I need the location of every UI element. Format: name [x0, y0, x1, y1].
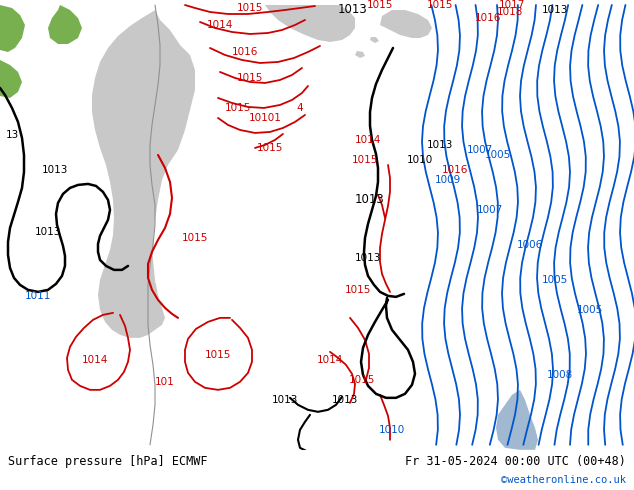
Text: 1015: 1015 [427, 0, 453, 10]
Text: 1009: 1009 [435, 175, 461, 185]
Text: 1006: 1006 [517, 240, 543, 250]
Text: 1016: 1016 [442, 165, 468, 175]
Polygon shape [370, 37, 379, 43]
Polygon shape [48, 5, 82, 44]
Text: 1013: 1013 [272, 395, 298, 405]
Text: 1015: 1015 [182, 233, 208, 243]
Text: 1015: 1015 [205, 350, 231, 360]
Text: 13: 13 [5, 130, 18, 140]
Text: 101: 101 [155, 377, 175, 387]
Text: 1016: 1016 [232, 47, 258, 57]
Polygon shape [496, 390, 538, 450]
Text: 1013: 1013 [355, 253, 381, 263]
Text: 1015: 1015 [237, 3, 263, 13]
Text: 1007: 1007 [467, 145, 493, 155]
Text: 1010: 1010 [379, 425, 405, 435]
Text: 1010: 1010 [407, 155, 433, 165]
Text: 1005: 1005 [485, 150, 511, 160]
Text: 1013: 1013 [355, 194, 385, 206]
Text: Fr 31-05-2024 00:00 UTC (00+48): Fr 31-05-2024 00:00 UTC (00+48) [405, 455, 626, 468]
Text: 1015: 1015 [349, 375, 375, 385]
Text: 1015: 1015 [352, 155, 378, 165]
Text: 1013: 1013 [332, 395, 358, 405]
Text: 1015: 1015 [225, 103, 251, 113]
Text: 1013: 1013 [35, 227, 61, 237]
Text: 1015: 1015 [257, 143, 283, 153]
Polygon shape [0, 5, 25, 52]
Text: 1014: 1014 [355, 135, 381, 145]
Text: 1005: 1005 [542, 275, 568, 285]
Text: 1013: 1013 [542, 5, 568, 15]
Text: 1015: 1015 [367, 0, 393, 10]
Polygon shape [265, 5, 355, 42]
Polygon shape [0, 60, 22, 98]
Text: 1017: 1017 [499, 0, 525, 10]
Text: 1018: 1018 [497, 7, 523, 17]
Text: 1011: 1011 [25, 291, 51, 301]
Text: 1008: 1008 [547, 370, 573, 380]
Text: 4: 4 [297, 103, 303, 113]
Text: 1014: 1014 [82, 355, 108, 365]
Polygon shape [92, 10, 195, 338]
Text: 10101: 10101 [249, 113, 281, 123]
Text: 1014: 1014 [317, 355, 343, 365]
Text: 1013: 1013 [338, 3, 368, 17]
Text: 1013: 1013 [427, 140, 453, 150]
Polygon shape [355, 51, 365, 58]
Text: Surface pressure [hPa] ECMWF: Surface pressure [hPa] ECMWF [8, 455, 207, 468]
Text: ©weatheronline.co.uk: ©weatheronline.co.uk [501, 475, 626, 485]
Text: 1014: 1014 [207, 20, 233, 30]
Text: 1013: 1013 [42, 165, 68, 175]
Text: 1015: 1015 [237, 73, 263, 83]
Text: 1015: 1015 [345, 285, 371, 295]
Text: 1007: 1007 [477, 205, 503, 215]
Text: 1016: 1016 [475, 13, 501, 23]
Text: 1005: 1005 [577, 305, 603, 315]
Polygon shape [380, 10, 432, 38]
